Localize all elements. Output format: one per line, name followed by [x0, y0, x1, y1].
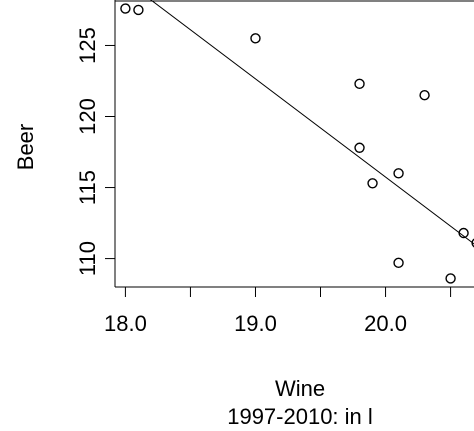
data-point	[458, 227, 469, 239]
x-tick-label: 18.0	[104, 311, 147, 336]
x-tick-label: 20.0	[364, 311, 407, 336]
data-point	[120, 3, 131, 14]
data-point	[250, 33, 261, 44]
data-point	[445, 273, 456, 284]
x-axis-label: Wine	[275, 376, 325, 401]
data-point	[354, 142, 365, 153]
x-axis-subtitle: 1997-2010: in l	[227, 404, 373, 429]
y-tick-label: 115	[75, 170, 100, 205]
data-point	[367, 178, 378, 189]
data-point	[419, 89, 430, 101]
data-point	[393, 257, 404, 269]
data-points	[120, 3, 474, 284]
data-point	[354, 78, 365, 90]
x-tick-label: 19.0	[234, 311, 277, 336]
axes: 18.0 19.0 20.0 110 115 120 125	[75, 0, 474, 336]
regression-line-group	[150, 0, 474, 245]
data-point	[471, 238, 474, 248]
y-tick-label: 110	[75, 241, 100, 276]
y-tick-label: 125	[75, 27, 100, 64]
data-point	[133, 4, 144, 16]
regression-line	[150, 0, 474, 245]
data-point	[393, 168, 404, 179]
y-tick-label: 120	[75, 98, 100, 135]
axis-labels: Wine 1997-2010: in l Beer	[13, 124, 373, 429]
y-axis-label: Beer	[13, 124, 38, 170]
